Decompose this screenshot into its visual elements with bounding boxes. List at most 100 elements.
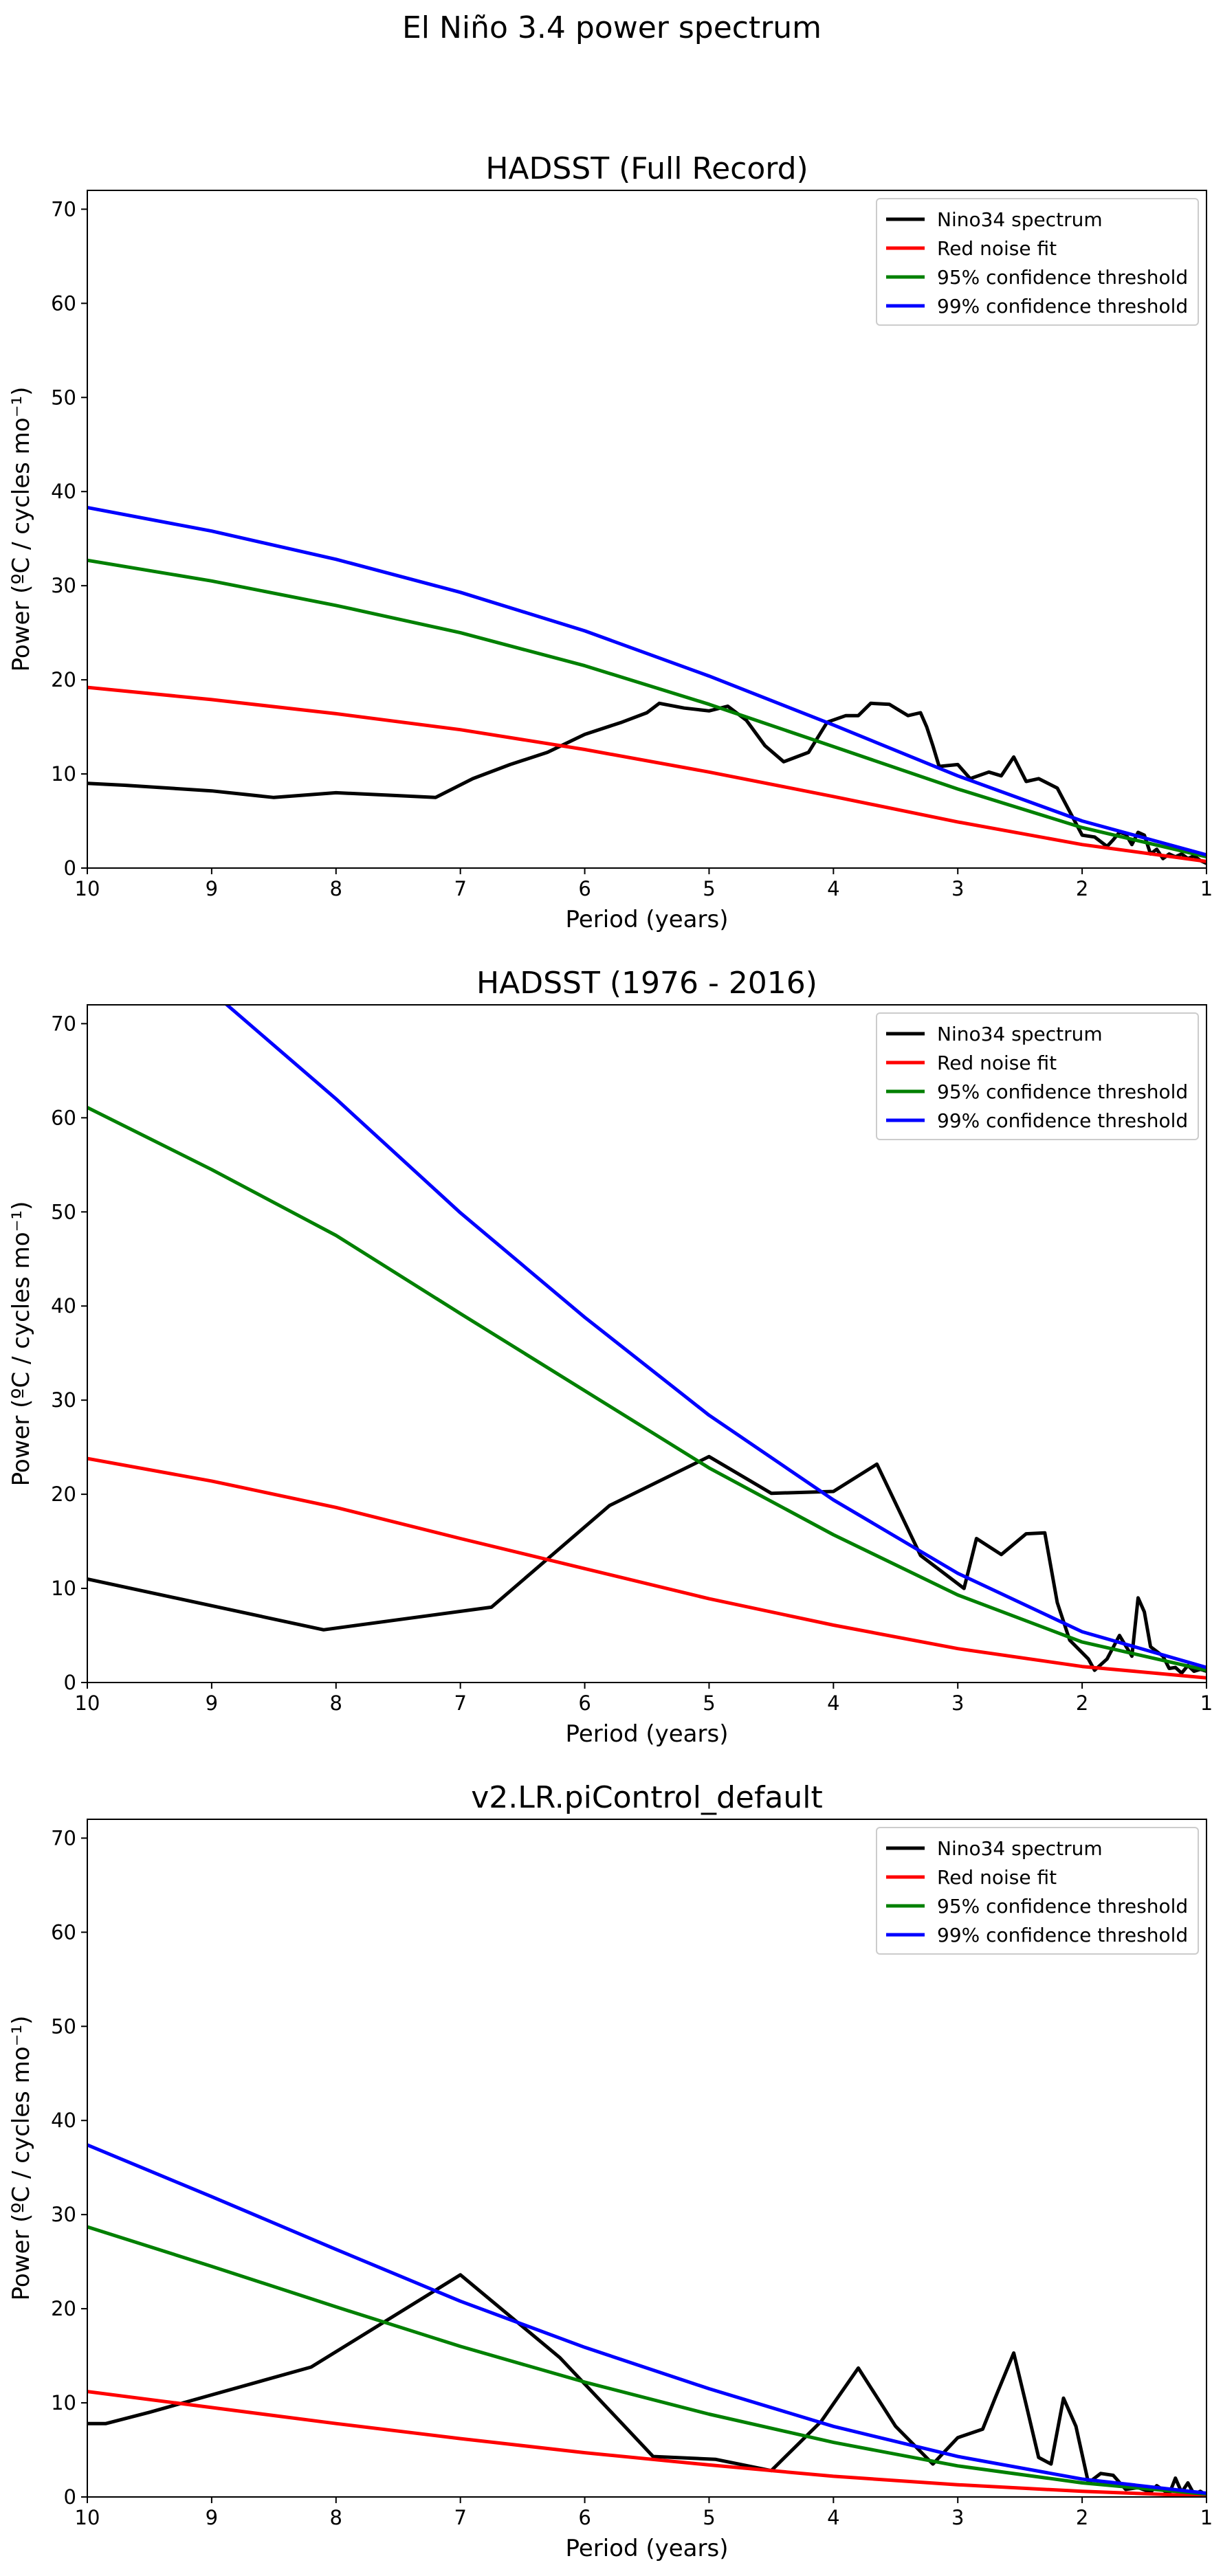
y-tick-label: 0 (64, 856, 76, 880)
legend-box (876, 1012, 1199, 1140)
series-line (87, 506, 1207, 857)
y-axis-label: Power (ºC / cycles mo⁻¹) (8, 1201, 35, 1487)
x-tick-label: 10 (75, 1691, 100, 1715)
x-tick-label: 7 (454, 877, 466, 900)
x-tick-label: 2 (1076, 2506, 1088, 2529)
y-tick-label: 10 (51, 1577, 76, 1600)
series-line (87, 1456, 1207, 1680)
x-axis-label: Period (years) (566, 2535, 729, 2562)
series-line (87, 558, 1207, 859)
y-tick-label: 70 (51, 1826, 76, 1850)
x-tick-label: 4 (827, 2506, 839, 2529)
legend-label: 95% confidence threshold (937, 266, 1188, 289)
legend: Nino34 spectrum Red noise fit 95% confiden… (876, 1827, 1199, 1955)
x-tick-label: 7 (454, 2506, 466, 2529)
legend-label: 99% confidence threshold (937, 1109, 1188, 1132)
legend-label: Red noise fit (937, 1052, 1057, 1074)
x-tick-label: 5 (703, 2506, 715, 2529)
series-line (224, 1005, 1207, 1669)
y-tick-label: 50 (51, 1200, 76, 1223)
axes-frame (87, 1819, 1207, 2498)
y-tick-label: 60 (51, 1106, 76, 1129)
x-axis-label: Period (years) (566, 1720, 729, 1748)
y-tick-label: 50 (51, 386, 76, 409)
x-tick-label: 2 (1076, 877, 1088, 900)
series-line (87, 2143, 1207, 2495)
y-tick-label: 20 (51, 668, 76, 691)
legend-label: 99% confidence threshold (937, 295, 1188, 318)
x-tick-label: 3 (951, 877, 964, 900)
y-tick-label: 50 (51, 2014, 76, 2038)
legend-label: Nino34 spectrum (937, 1837, 1103, 1860)
x-tick-label: 1 (1200, 1691, 1213, 1715)
x-tick-label: 5 (703, 1691, 715, 1715)
x-tick-label: 6 (578, 2506, 591, 2529)
y-tick-label: 40 (51, 480, 76, 503)
y-tick-label: 20 (51, 2297, 76, 2320)
legend-label: 95% confidence threshold (937, 1895, 1188, 1918)
y-tick-label: 10 (51, 762, 76, 786)
figure-suptitle: El Niño 3.4 power spectrum (402, 10, 822, 45)
x-tick-label: 8 (330, 877, 342, 900)
legend-box (876, 198, 1199, 326)
x-tick-label: 8 (330, 2506, 342, 2529)
x-tick-label: 6 (578, 877, 591, 900)
chart-panels: HADSST (Full Record)10 9 8 7 6 5 4 3 2 1010203040… (8, 151, 1213, 2562)
x-tick-label: 3 (951, 2506, 964, 2529)
x-tick-label: 2 (1076, 1691, 1088, 1715)
x-tick-label: 7 (454, 1691, 466, 1715)
series-group (87, 506, 1207, 865)
y-tick-label: 60 (51, 1920, 76, 1944)
x-tick-label: 6 (578, 1691, 591, 1715)
chart-panel-1: HADSST (Full Record)10 9 8 7 6 5 4 3 2 1010203040… (8, 151, 1213, 933)
panel-title: v2.LR.piControl_default (471, 1780, 823, 1815)
x-tick-label: 4 (827, 1691, 839, 1715)
x-tick-label: 9 (206, 1691, 218, 1715)
x-tick-label: 9 (206, 2506, 218, 2529)
series-line (87, 2225, 1207, 2496)
axes-frame (87, 190, 1207, 869)
x-tick-label: 1 (1200, 2506, 1213, 2529)
legend-label: Nino34 spectrum (937, 208, 1103, 231)
x-tick-label: 8 (330, 1691, 342, 1715)
legend-box (876, 1827, 1199, 1955)
y-tick-label: 60 (51, 291, 76, 315)
series-group (87, 2143, 1207, 2497)
legend-label: Red noise fit (937, 237, 1057, 260)
y-tick-label: 70 (51, 1012, 76, 1035)
panel-title: HADSST (1976 - 2016) (476, 966, 817, 1001)
x-tick-label: 10 (75, 2506, 100, 2529)
legend-label: Nino34 spectrum (937, 1023, 1103, 1045)
legend: Nino34 spectrum Red noise fit 95% confiden… (876, 198, 1199, 326)
legend: Nino34 spectrum Red noise fit 95% confiden… (876, 1012, 1199, 1140)
series-line (87, 1454, 1207, 1675)
legend-label: 99% confidence threshold (937, 1924, 1188, 1946)
chart-panel-2: HADSST (1976 - 2016)10 9 8 7 6 5 4 3 2 1010203040… (8, 966, 1213, 1748)
y-tick-label: 30 (51, 1388, 76, 1412)
y-tick-label: 70 (51, 197, 76, 221)
x-tick-label: 1 (1200, 877, 1213, 900)
x-tick-label: 9 (206, 877, 218, 900)
x-axis-label: Period (years) (566, 906, 729, 933)
y-tick-label: 30 (51, 574, 76, 597)
x-tick-label: 10 (75, 877, 100, 900)
series-line (87, 2390, 1207, 2497)
y-tick-label: 10 (51, 2391, 76, 2414)
y-tick-label: 0 (64, 1671, 76, 1694)
series-group (87, 1005, 1207, 1680)
axes-frame (87, 1004, 1207, 1683)
y-axis-label: Power (ºC / cycles mo⁻¹) (8, 2016, 35, 2301)
x-tick-label: 4 (827, 877, 839, 900)
x-tick-label: 5 (703, 877, 715, 900)
legend-label: 95% confidence threshold (937, 1080, 1188, 1103)
y-axis-label: Power (ºC / cycles mo⁻¹) (8, 387, 35, 672)
x-tick-label: 3 (951, 1691, 964, 1715)
series-line (87, 685, 1207, 863)
panel-title: HADSST (Full Record) (485, 151, 808, 186)
y-tick-label: 30 (51, 2203, 76, 2226)
series-line (87, 1106, 1207, 1672)
y-tick-label: 0 (64, 2485, 76, 2509)
